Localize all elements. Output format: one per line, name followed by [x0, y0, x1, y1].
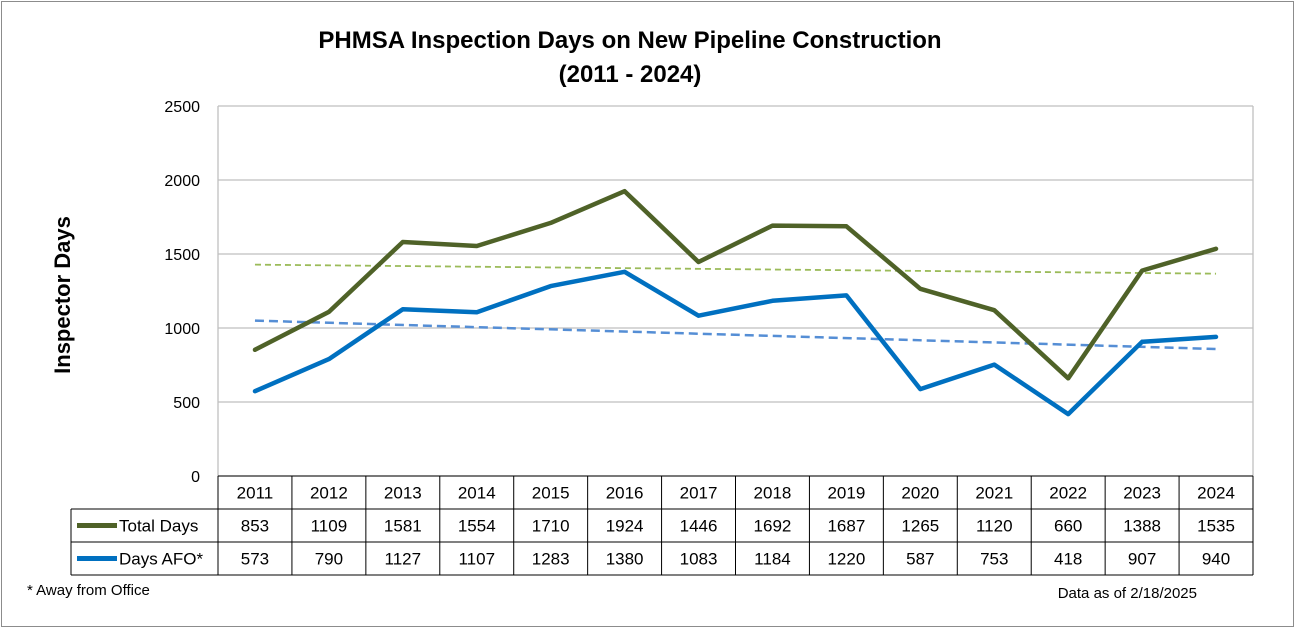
data-label: 1535 — [1197, 517, 1235, 536]
trendline-1 — [254, 263, 1217, 275]
series-line-1 — [252, 188, 1219, 381]
data-label: 1388 — [1123, 517, 1161, 536]
legend-label-1: Total Days — [119, 517, 198, 536]
series-line-2 — [252, 269, 1219, 417]
data-label: 907 — [1128, 550, 1156, 569]
x-tick-label: 2020 — [901, 484, 939, 503]
data-label: 573 — [241, 550, 269, 569]
trendlines — [254, 263, 1217, 351]
data-label: 1120 — [976, 517, 1013, 536]
data-label: 1109 — [311, 517, 348, 536]
y-tick-label: 500 — [173, 395, 200, 412]
y-tick-label: 1500 — [164, 247, 200, 264]
data-label: 1083 — [680, 550, 718, 569]
data-label: 1220 — [827, 550, 865, 569]
data-label: 1446 — [680, 517, 718, 536]
x-tick-label: 2012 — [310, 484, 348, 503]
data-label: 1581 — [384, 517, 422, 536]
x-tick-label: 2022 — [1049, 484, 1087, 503]
data-label: 753 — [980, 550, 1008, 569]
x-tick-label: 2014 — [458, 484, 496, 503]
data-label: 1184 — [754, 550, 791, 569]
data-label: 1554 — [458, 517, 496, 536]
y-tick-label: 2000 — [164, 173, 200, 190]
data-label: 940 — [1202, 550, 1230, 569]
data-label: 790 — [315, 550, 343, 569]
data-label: 1265 — [901, 517, 939, 536]
data-label: 1283 — [532, 550, 570, 569]
y-tick-labels: 0 500 1000 1500 2000 2500 — [164, 99, 200, 486]
data-label: 1107 — [458, 550, 495, 569]
footnote: * Away from Office — [27, 582, 150, 599]
x-tick-label: 2021 — [975, 484, 1013, 503]
data-label: 1710 — [532, 517, 570, 536]
x-tick-label: 2015 — [532, 484, 570, 503]
data-label: 1380 — [606, 550, 644, 569]
x-tick-label: 2019 — [827, 484, 865, 503]
x-tick-label: 2013 — [384, 484, 422, 503]
grid-lines — [217, 105, 1254, 477]
x-tick-label: 2018 — [754, 484, 792, 503]
data-label: 418 — [1054, 550, 1082, 569]
data-label: 1687 — [827, 517, 865, 536]
x-tick-label: 2024 — [1197, 484, 1235, 503]
data-date-note: Data as of 2/18/2025 — [1058, 585, 1197, 602]
x-tick-label: 2017 — [680, 484, 718, 503]
x-tick-label: 2011 — [237, 484, 274, 503]
data-label: 587 — [906, 550, 934, 569]
data-label: 853 — [241, 517, 269, 536]
data-label: 660 — [1054, 517, 1082, 536]
chart-subtitle: (2011 - 2024) — [559, 61, 702, 88]
trendline-2 — [254, 319, 1217, 351]
chart-title: PHMSA Inspection Days on New Pipeline Co… — [318, 27, 941, 54]
y-tick-label: 1000 — [164, 321, 200, 338]
y-tick-label: 0 — [191, 469, 200, 486]
data-table: 2011 2012 2013 2014 2015 2016 2017 2018 2019 2020… — [70, 475, 1254, 576]
x-tick-label: 2023 — [1123, 484, 1161, 503]
y-tick-label: 2500 — [164, 99, 200, 116]
data-label: 1692 — [754, 517, 792, 536]
legend-label-2: Days AFO* — [119, 550, 203, 569]
data-label: 1924 — [606, 517, 644, 536]
x-tick-label: 2016 — [606, 484, 644, 503]
y-axis-label: Inspector Days — [50, 216, 75, 374]
series-lines — [252, 188, 1219, 417]
data-label: 1127 — [385, 550, 422, 569]
